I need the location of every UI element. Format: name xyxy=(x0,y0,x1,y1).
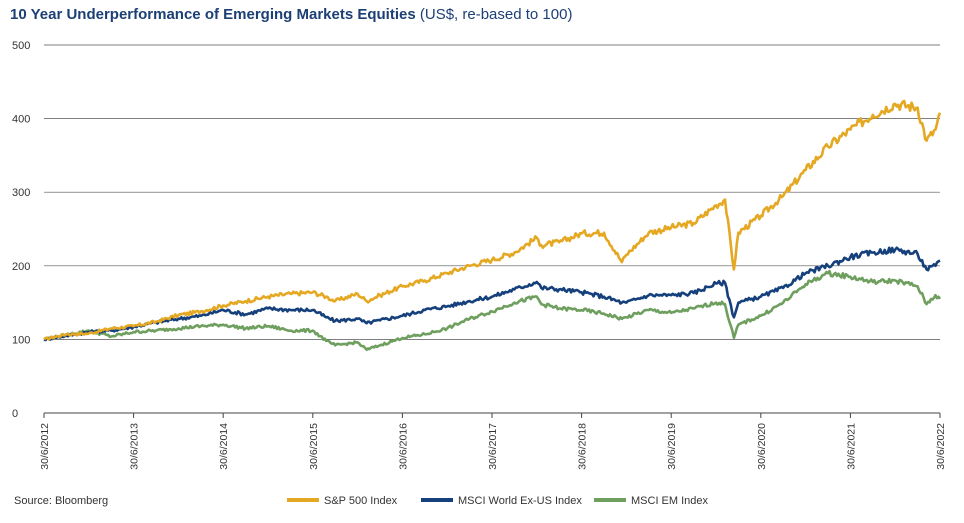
x-tick-label: 30/6/2020 xyxy=(756,423,768,470)
series-line-msci-world-ex-us-index xyxy=(43,246,941,342)
legend-label: MSCI EM Index xyxy=(631,495,709,507)
y-tick-label: 400 xyxy=(12,114,30,126)
series-line-msci-em-index xyxy=(43,269,942,352)
gridlines xyxy=(44,44,940,414)
y-tick-label: 200 xyxy=(12,261,30,273)
x-tick-label: 30/6/2022 xyxy=(935,423,947,470)
chart-title-subtitle: (US$, re-based to 100) xyxy=(419,6,573,23)
source-note: Source: Bloomberg xyxy=(14,495,109,507)
x-tick-label: 30/6/2016 xyxy=(397,423,409,470)
x-tick-label: 30/6/2019 xyxy=(666,423,678,470)
x-tick-label: 30/6/2013 xyxy=(129,423,141,470)
y-tick-label: 100 xyxy=(12,334,30,346)
x-tick-label: 30/6/2014 xyxy=(218,423,230,470)
legend-label: MSCI World Ex-US Index xyxy=(458,495,582,507)
x-tick-label: 30/6/2017 xyxy=(487,423,499,470)
chart-title-main: 10 Year Underperformance of Emerging Mar… xyxy=(10,6,416,23)
legend: S&P 500 Index MSCI World Ex-US Index MSCI … xyxy=(287,495,709,507)
x-axis: 30/6/2012 30/6/2013 30/6/2014 30/6/2015 30/6… xyxy=(39,413,947,470)
x-tick-label: 30/6/2015 xyxy=(308,423,320,470)
legend-label: S&P 500 Index xyxy=(324,495,398,507)
chart-title: 10 Year Underperformance of Emerging Mar… xyxy=(10,6,572,23)
series-line-s-p-500-index xyxy=(43,99,942,341)
y-axis-ticks: 0 100 200 300 400 500 xyxy=(12,40,30,420)
x-tick-label: 30/6/2012 xyxy=(39,423,51,470)
y-tick-label: 500 xyxy=(12,40,30,52)
y-tick-label: 300 xyxy=(12,187,30,199)
x-tick-label: 30/6/2018 xyxy=(577,423,589,470)
y-tick-label: 0 xyxy=(12,408,18,420)
x-tick-label: 30/6/2021 xyxy=(845,423,857,470)
series-lines xyxy=(43,99,942,352)
